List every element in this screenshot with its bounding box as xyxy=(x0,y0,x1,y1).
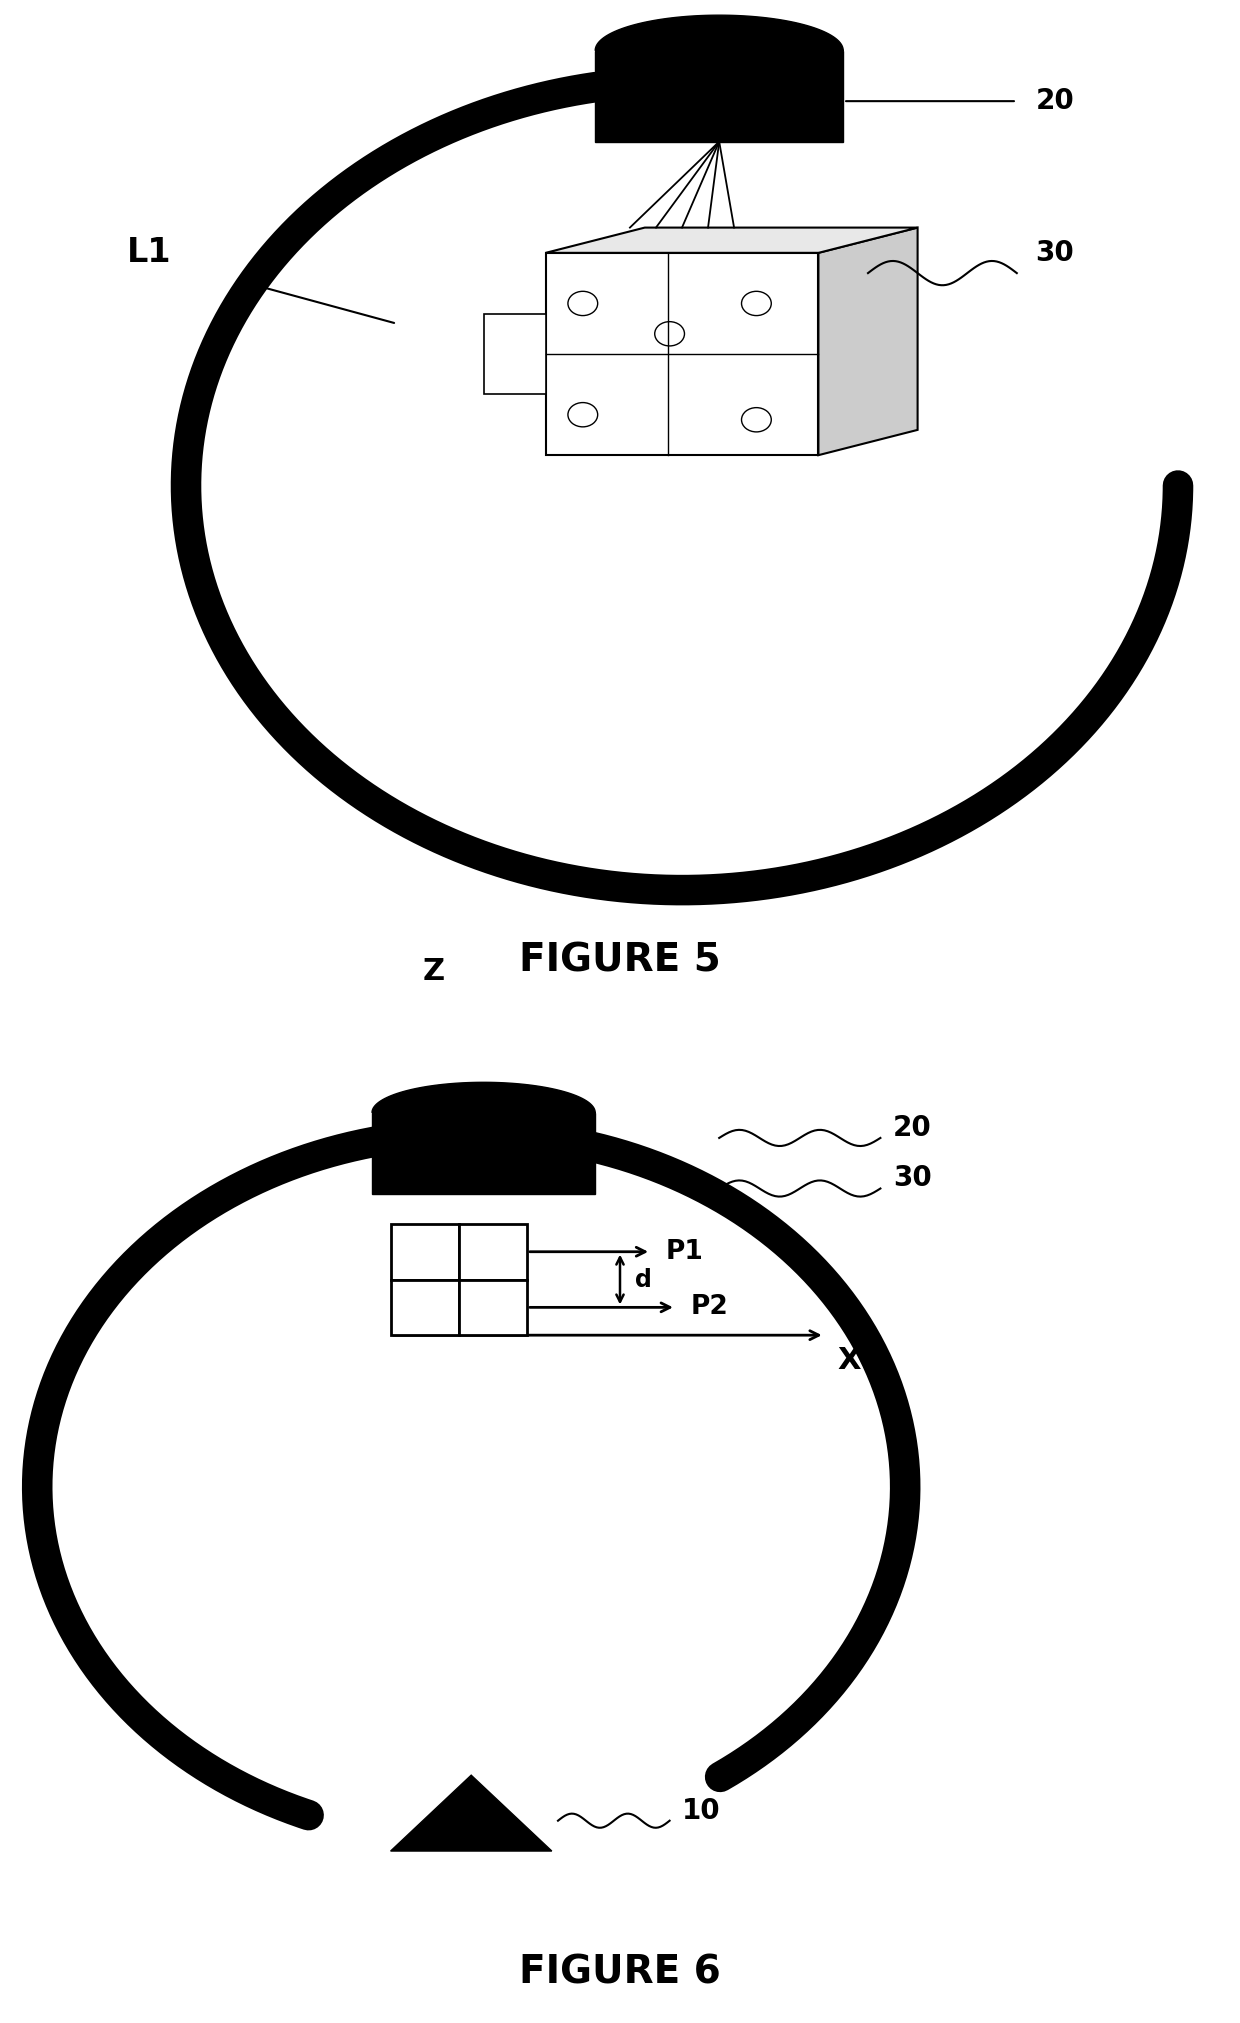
Bar xyxy=(459,1224,527,1281)
Polygon shape xyxy=(818,229,918,455)
Polygon shape xyxy=(484,314,546,394)
Text: 30: 30 xyxy=(893,1165,931,1192)
Text: L1: L1 xyxy=(126,237,171,269)
Text: P2: P2 xyxy=(691,1295,728,1321)
Bar xyxy=(595,51,843,142)
Text: 30: 30 xyxy=(1035,239,1074,267)
Bar xyxy=(546,253,818,455)
Text: 20: 20 xyxy=(893,1115,931,1141)
Text: 20: 20 xyxy=(1035,87,1074,115)
Polygon shape xyxy=(372,1082,595,1113)
Text: FIGURE 6: FIGURE 6 xyxy=(520,1954,720,1991)
Polygon shape xyxy=(546,229,918,253)
Polygon shape xyxy=(391,1776,552,1851)
Bar xyxy=(459,1281,527,1335)
Text: 10: 10 xyxy=(682,1796,720,1825)
Polygon shape xyxy=(595,16,843,51)
Text: Z: Z xyxy=(423,957,445,985)
Text: d: d xyxy=(635,1268,652,1291)
Bar xyxy=(391,1224,459,1281)
Text: P1: P1 xyxy=(666,1238,704,1264)
Text: FIGURE 5: FIGURE 5 xyxy=(520,943,720,979)
Bar xyxy=(372,1113,595,1194)
Bar xyxy=(391,1281,459,1335)
Text: X: X xyxy=(837,1345,861,1376)
